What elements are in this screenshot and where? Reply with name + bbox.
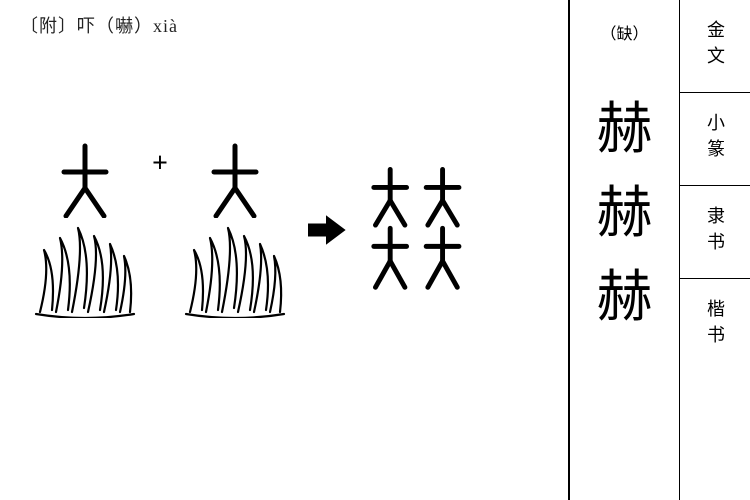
label-seal: 小篆	[680, 93, 750, 186]
arrow-icon	[308, 210, 346, 250]
composition-diagram: +	[30, 110, 470, 350]
person-glyph-icon	[204, 142, 266, 218]
left-component	[30, 142, 140, 318]
regular-script-char: 赫	[597, 270, 653, 326]
person-glyph-icon	[54, 142, 116, 218]
script-forms-column: （缺） 赫 赫 赫	[570, 0, 680, 500]
fire-icon	[180, 222, 290, 318]
etymology-page: 〔附〕吓（嚇）xià	[0, 0, 750, 500]
seal-script-char: 赫	[597, 102, 653, 158]
missing-label: （缺）	[600, 20, 648, 44]
plus-symbol: +	[152, 148, 168, 180]
clerical-script-char: 赫	[597, 186, 653, 242]
main-area: 〔附〕吓（嚇）xià	[0, 0, 570, 500]
result-glyph-icon	[364, 150, 470, 310]
label-bronze: 金文	[680, 0, 750, 93]
pronunciation-annotation: 〔附〕吓（嚇）xià	[20, 12, 548, 38]
label-regular: 楷书	[680, 279, 750, 371]
fire-icon	[30, 222, 140, 318]
right-component	[180, 142, 290, 318]
label-clerical: 隶书	[680, 186, 750, 279]
script-labels-column: 金文 小篆 隶书 楷书	[680, 0, 750, 500]
